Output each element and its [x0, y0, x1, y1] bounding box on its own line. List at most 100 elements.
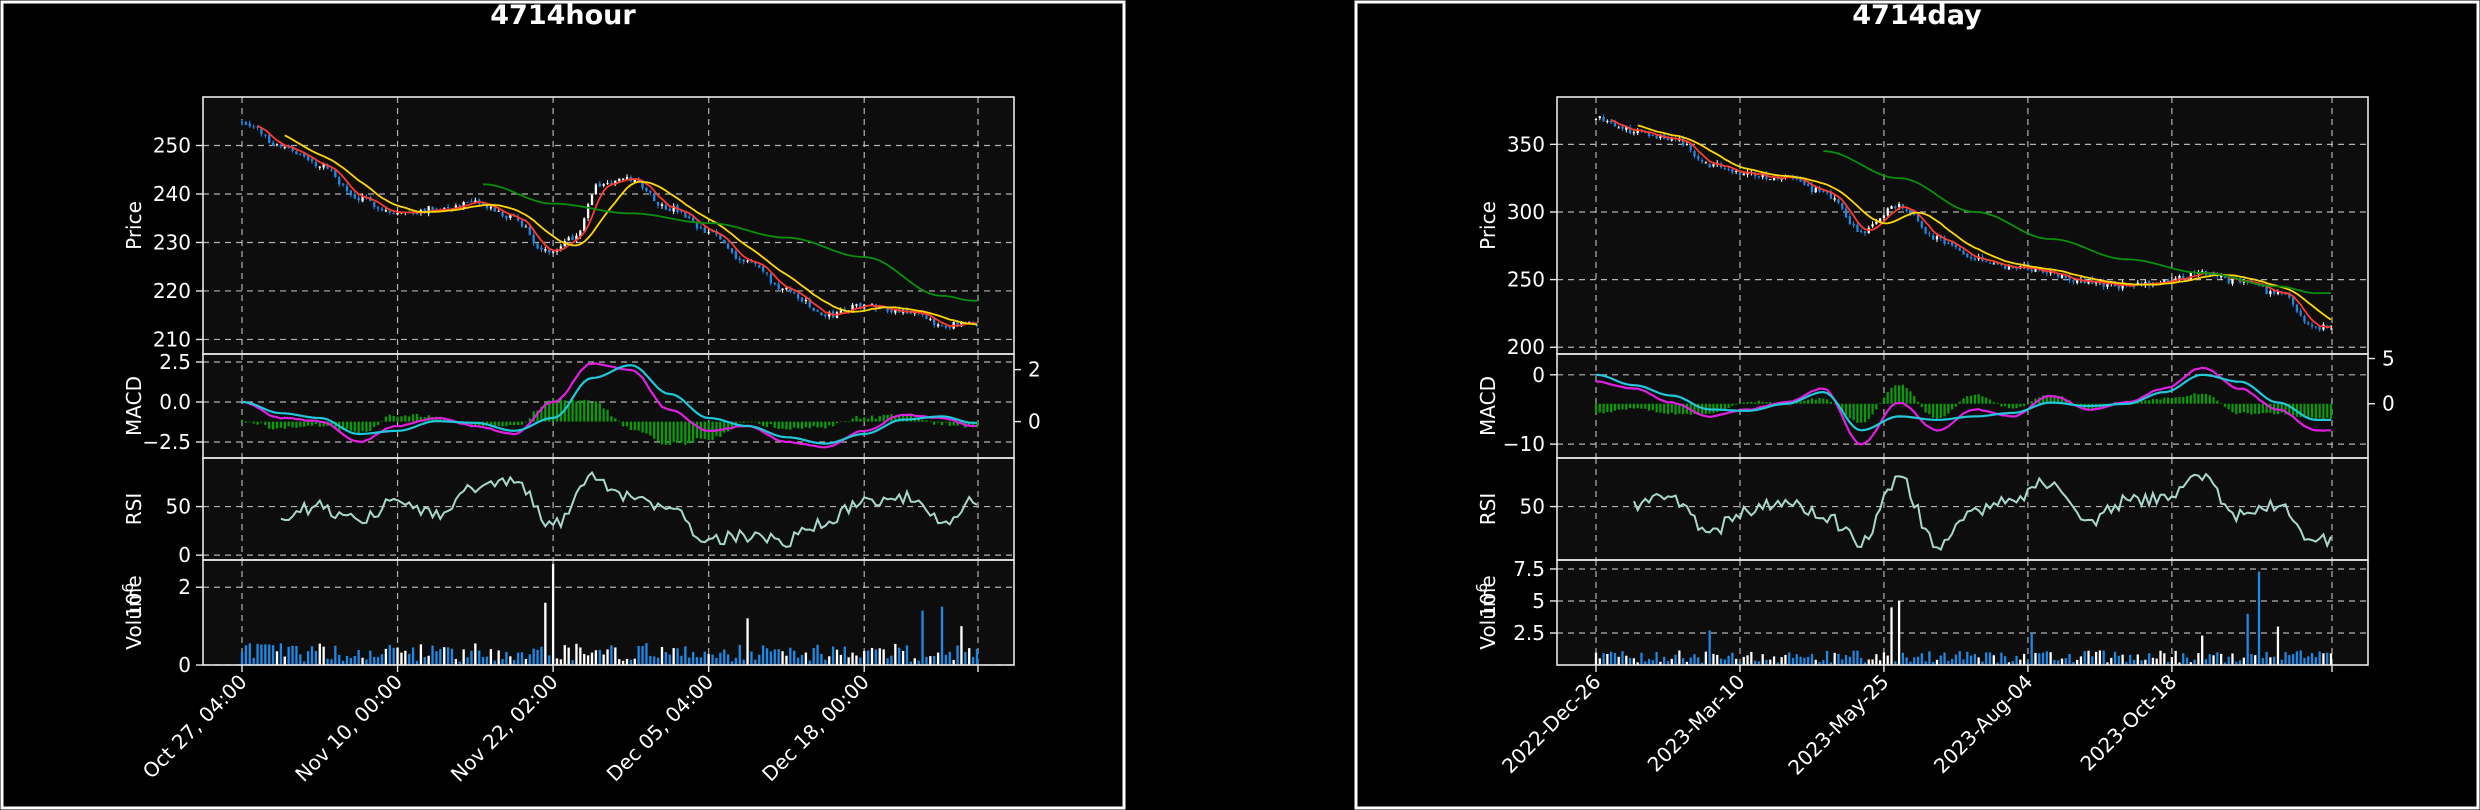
- candle-body: [1708, 163, 1711, 168]
- volume-bar: [474, 643, 477, 665]
- candle-body: [734, 251, 738, 259]
- price-ytick-label-1: 220: [153, 279, 191, 303]
- macd-histogram-bar: [645, 421, 648, 434]
- volume-bar: [310, 646, 314, 665]
- candle-body: [1632, 132, 1636, 134]
- ma-long-line: [483, 183, 977, 302]
- chart-daily: 200250300350Price0−10MACD50RSI2.557.5Vol…: [1473, 96, 2395, 780]
- macd-histogram-bar: [268, 421, 271, 429]
- macd-histogram-bar: [2254, 403, 2257, 414]
- macd-histogram-bar: [668, 421, 671, 446]
- volume-bar: [870, 647, 874, 665]
- candle-body: [268, 135, 271, 143]
- candle-body: [322, 164, 325, 168]
- volume-bar: [1666, 661, 1670, 665]
- macd-histogram-bar: [808, 421, 811, 429]
- macd-histogram-bar: [684, 421, 687, 445]
- candle-body: [489, 206, 493, 209]
- macd-histogram-bar: [1977, 394, 1980, 404]
- volume-bar: [2091, 656, 2094, 665]
- macd-histogram-bar: [831, 421, 835, 427]
- candle-body: [575, 235, 578, 241]
- candle-body: [501, 211, 504, 217]
- candle-body: [2113, 283, 2117, 287]
- volume-exponent-base: 10: [1476, 593, 1500, 618]
- macd-histogram-bar: [1598, 403, 1601, 413]
- macd-histogram-bar: [571, 399, 574, 422]
- candle-body: [765, 272, 769, 274]
- volume-bar: [497, 650, 500, 665]
- volume-bar: [761, 645, 765, 665]
- macd-right-tick-label-1: 0: [1028, 410, 1041, 434]
- macd-histogram-bar: [1879, 402, 1882, 404]
- chart-title-daily: 4714day: [1852, 0, 1982, 31]
- volume-bar: [664, 652, 668, 665]
- macd-histogram-bar: [2019, 403, 2022, 407]
- volume-bar: [1670, 658, 1673, 665]
- volume-bar: [567, 647, 570, 665]
- candle-body: [392, 213, 395, 215]
- candle-body: [909, 312, 913, 314]
- candle-body: [769, 273, 773, 284]
- macd-histogram-bar: [1848, 403, 1851, 419]
- macd-histogram-bar: [583, 399, 586, 422]
- macd-histogram-bar: [2227, 403, 2230, 410]
- macd-histogram-bar: [2045, 395, 2048, 404]
- macd-histogram-bar: [828, 421, 831, 426]
- volume-bar: [2136, 654, 2139, 665]
- volume-bar: [357, 650, 360, 665]
- volume-bar: [898, 647, 901, 665]
- macd-histogram-bar: [310, 421, 314, 426]
- candle-body: [248, 123, 251, 127]
- volume-bar: [633, 658, 636, 665]
- volume-bar: [244, 645, 248, 665]
- volume-bar: [649, 655, 652, 665]
- candle-body: [625, 176, 629, 180]
- candle-body: [1644, 132, 1647, 134]
- candle-body: [812, 307, 815, 311]
- volume-bar: [1924, 661, 1927, 665]
- volume-bar: [443, 647, 446, 665]
- macd-histogram-bar: [2053, 395, 2056, 404]
- macd-histogram-bar: [248, 421, 251, 423]
- candle-body: [446, 207, 450, 209]
- volume-bar: [2113, 651, 2117, 665]
- candle-body: [458, 205, 461, 208]
- candle-body: [2276, 290, 2280, 294]
- candle-body: [295, 151, 298, 155]
- candle-body: [1852, 223, 1855, 226]
- macd-histogram-bar: [804, 421, 808, 428]
- volume-bar: [419, 644, 423, 665]
- volume-bar: [2257, 571, 2261, 665]
- candle-body: [1803, 180, 1806, 185]
- volume-bar: [804, 652, 808, 665]
- macd-histogram-bar: [1807, 399, 1810, 404]
- volume-bar: [376, 656, 380, 665]
- macd-histogram-bar: [598, 403, 601, 422]
- macd-histogram-bar: [723, 421, 726, 433]
- candle-body: [1954, 244, 1958, 248]
- candle-body: [1943, 237, 1946, 245]
- volume-bar: [866, 650, 870, 665]
- macd-histogram-bar: [664, 421, 668, 445]
- macd-histogram-bar: [898, 415, 901, 422]
- volume-bar: [1636, 662, 1639, 665]
- macd-histogram-bar: [746, 421, 749, 423]
- macd-histogram-bar: [2060, 396, 2064, 404]
- volume-bar: [878, 648, 881, 665]
- volume-bar: [2246, 613, 2249, 665]
- candle-body: [816, 310, 819, 312]
- candle-body: [645, 187, 648, 192]
- candle-body: [1928, 233, 1931, 235]
- candle-body: [485, 203, 489, 209]
- macd-histogram-bar: [1693, 403, 1696, 414]
- candle-body: [2178, 275, 2181, 279]
- candle-body: [388, 210, 391, 213]
- candle-body: [1735, 171, 1738, 173]
- candle-body: [2034, 268, 2037, 272]
- volume-bar: [450, 648, 454, 665]
- volume-bar: [2189, 662, 2192, 665]
- macd-histogram-bar: [408, 416, 411, 422]
- candle-body: [656, 202, 660, 206]
- macd-histogram-bar: [1841, 403, 1844, 411]
